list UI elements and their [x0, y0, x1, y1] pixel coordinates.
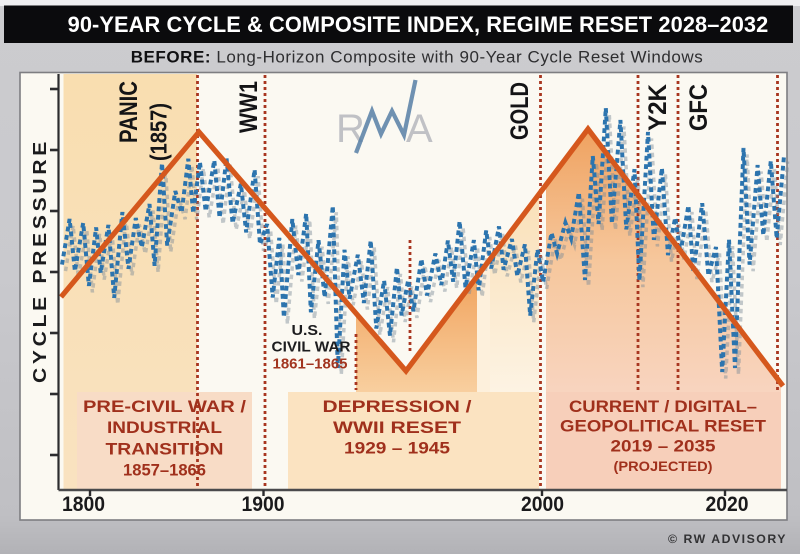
svg-text:PANIC: PANIC: [115, 81, 143, 143]
svg-text:U.S.: U.S.: [292, 322, 323, 339]
svg-text:2000: 2000: [521, 493, 564, 516]
svg-text:GOLD: GOLD: [506, 82, 534, 140]
svg-text:BEFORE: Long-Horizon Composite: BEFORE: Long-Horizon Composite with 90-Y…: [131, 48, 704, 67]
svg-text:CIVIL WAR: CIVIL WAR: [272, 339, 351, 356]
svg-text:WWII RESET: WWII RESET: [333, 418, 462, 437]
svg-text:INDUSTRIAL: INDUSTRIAL: [107, 418, 222, 437]
svg-text:TRANSITION: TRANSITION: [106, 439, 224, 458]
svg-text:2019 – 2035: 2019 – 2035: [611, 436, 716, 455]
svg-text:WW1: WW1: [235, 81, 263, 133]
svg-text:1900: 1900: [242, 493, 285, 516]
svg-text:(1857): (1857): [146, 103, 172, 161]
svg-text:CYCLE PRESSURE: CYCLE PRESSURE: [30, 138, 50, 383]
svg-text:PRE-CIVIL WAR /: PRE-CIVIL WAR /: [83, 397, 246, 416]
svg-text:2020: 2020: [706, 493, 749, 516]
svg-text:DEPRESSION /: DEPRESSION /: [323, 397, 472, 416]
svg-text:90-YEAR CYCLE & COMPOSITE INDE: 90-YEAR CYCLE & COMPOSITE INDEX, REGIME …: [68, 12, 769, 37]
svg-text:1857–1866: 1857–1866: [123, 461, 206, 480]
svg-text:Y2K: Y2K: [644, 84, 672, 131]
svg-text:1861–1865: 1861–1865: [273, 356, 348, 373]
svg-text:(PROJECTED): (PROJECTED): [614, 459, 713, 474]
svg-text:GFC: GFC: [685, 84, 713, 131]
svg-text:A: A: [406, 107, 433, 151]
svg-text:© RW ADVISORY: © RW ADVISORY: [668, 534, 787, 546]
svg-text:GEOPOLITICAL RESET: GEOPOLITICAL RESET: [560, 417, 767, 436]
svg-text:1800: 1800: [62, 493, 105, 516]
svg-text:1929 – 1945: 1929 – 1945: [344, 439, 450, 458]
svg-text:CURRENT / DIGITAL–: CURRENT / DIGITAL–: [569, 397, 757, 416]
